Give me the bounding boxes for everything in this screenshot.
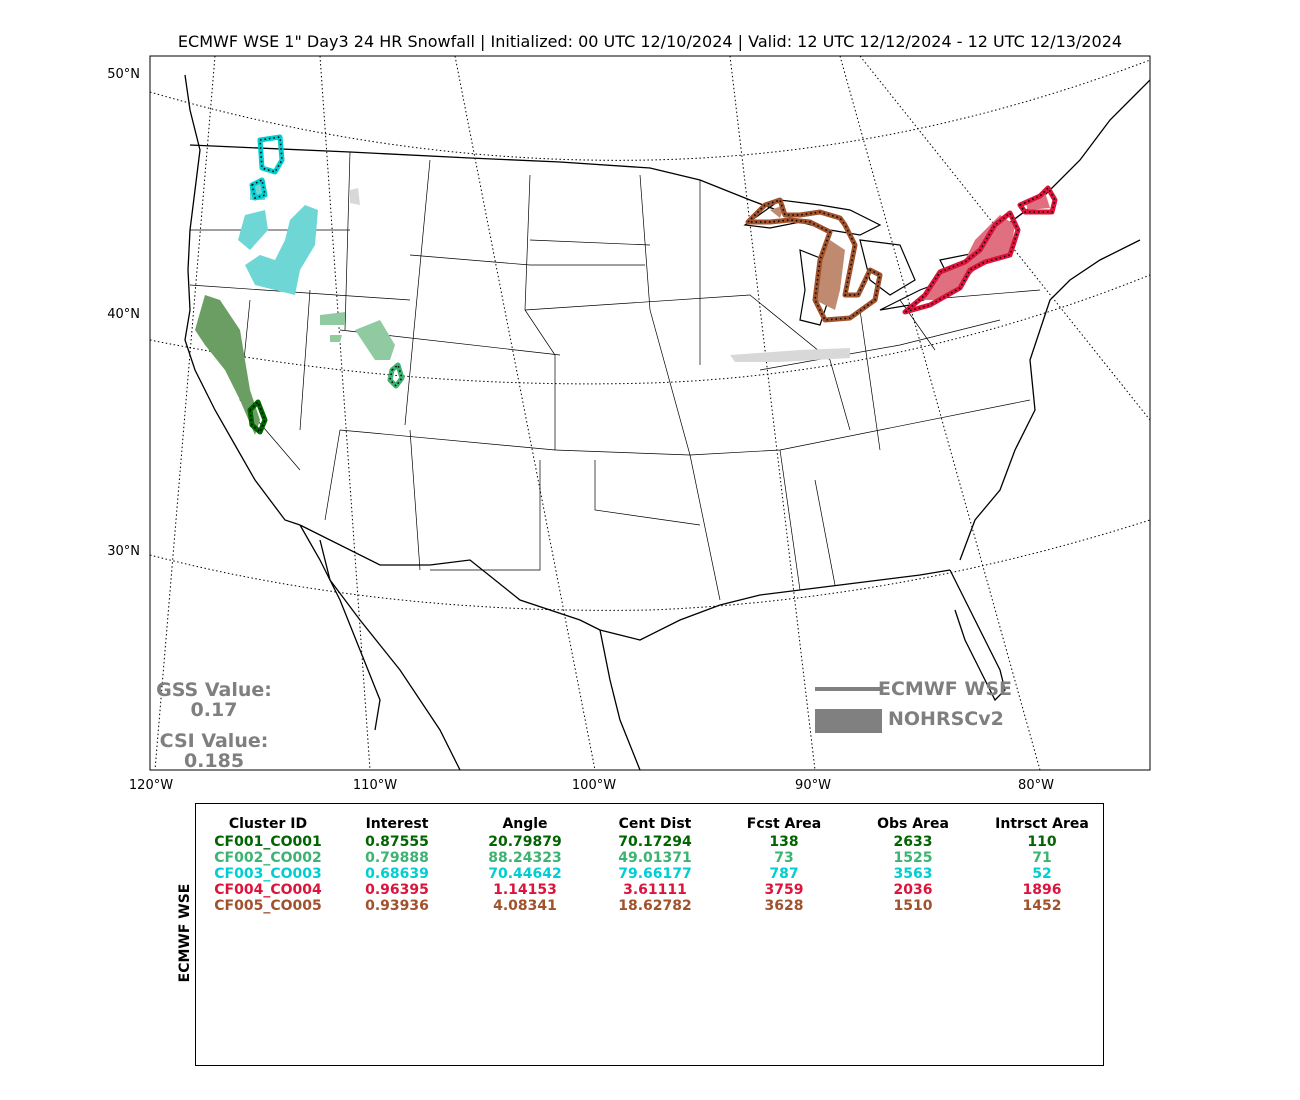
us-canada-border: [189, 144, 791, 216]
table-cell-fcst-area: 138: [769, 834, 799, 850]
table-cell-interest: 0.96395: [365, 882, 429, 898]
csi-label: CSI Value:: [159, 730, 269, 752]
table-cell-intrsct-area: 52: [1032, 866, 1052, 882]
meridian-100w: [454, 56, 596, 770]
table-cell-obs-area: 1525: [893, 850, 933, 866]
legend-area-label: NOHRSCv2: [888, 708, 1004, 730]
table-cell-interest: 0.93936: [365, 898, 429, 914]
lon-label-120w: 120°W: [128, 778, 174, 793]
coastlines-borders: [184, 74, 1150, 770]
table-cell-cent-dist: 79.66177: [618, 866, 692, 882]
table-cell-interest: 0.79888: [365, 850, 429, 866]
meridian-120w: [154, 56, 216, 770]
lon-label-90w: 90°W: [795, 778, 831, 793]
table-cell-interest: 0.68639: [365, 866, 429, 882]
table-cell-intrsct-area: 110: [1027, 834, 1057, 850]
csi-value: 0.185: [183, 750, 245, 772]
legend-line-label: ECMWF WSE: [878, 678, 1013, 700]
table-cell-angle: 1.14153: [493, 882, 557, 898]
table-header-cluster-id: Cluster ID: [228, 816, 308, 832]
table-cell-obs-area: 2036: [893, 882, 933, 898]
table-cell-intrsct-area: 71: [1032, 850, 1052, 866]
figure-title: ECMWF WSE 1" Day3 24 HR Snowfall | Initi…: [177, 32, 1123, 51]
table-header-cent-dist: Cent Dist: [618, 816, 692, 832]
state-lines: [189, 151, 1041, 601]
table-cell-cent-dist: 49.01371: [618, 850, 692, 866]
lake-huron: [859, 239, 916, 296]
meridian-110w: [319, 56, 371, 770]
obs-area-cf005: [770, 205, 845, 310]
table-cell-angle: 88.24323: [488, 850, 562, 866]
lat-label-30n: 30°N: [107, 544, 140, 559]
table-cell-cluster-id: CF005_CO005: [214, 898, 322, 914]
table-header-obs-area: Obs Area: [877, 816, 949, 832]
forecast-contours: [247, 134, 1058, 435]
table-cell-obs-area: 3563: [893, 866, 933, 882]
lat-label-40n: 40°N: [107, 307, 140, 322]
table-cell-cent-dist: 70.17294: [618, 834, 692, 850]
map-frame: [149, 55, 1151, 771]
meridian-90w: [729, 56, 816, 770]
meridian-80w: [839, 56, 1041, 770]
parallel-50n: [150, 59, 1150, 161]
forecast-contours-dots: [249, 136, 1056, 434]
florida: [949, 569, 1006, 702]
table-cell-cluster-id: CF002_CO002: [214, 850, 322, 866]
stats-table: Cluster ID Interest Angle Cent Dist Fcst…: [195, 803, 1104, 1066]
mexico-west-coast: [319, 539, 461, 770]
table-cell-fcst-area: 73: [774, 850, 794, 866]
mexico-border: [299, 524, 601, 631]
table-header-fcst-area: Fcst Area: [746, 816, 822, 832]
gss-value: 0.17: [190, 699, 238, 721]
table-header-angle: Angle: [502, 816, 548, 832]
table-cell-angle: 20.79879: [488, 834, 562, 850]
table-cell-cent-dist: 3.61111: [623, 882, 687, 898]
table-cell-obs-area: 1510: [893, 898, 933, 914]
table-header-intrsct-area: Intrsct Area: [995, 816, 1089, 832]
legend-area-swatch: [815, 709, 882, 733]
lon-label-110w: 110°W: [352, 778, 398, 793]
parallel-30n: [150, 519, 1150, 611]
table-side-label: ECMWF WSE: [177, 883, 193, 983]
mexico-east-coast: [599, 629, 641, 770]
table-cell-cluster-id: CF001_CO001: [214, 834, 322, 850]
lon-label-80w: 80°W: [1018, 778, 1054, 793]
lon-label-100w: 100°W: [571, 778, 617, 793]
parallel-40n: [150, 274, 1150, 385]
table-cell-cent-dist: 18.62782: [618, 898, 692, 914]
obs-area-cf003: [238, 180, 318, 295]
table-cell-cluster-id: CF003_CO003: [214, 866, 322, 882]
table-cell-fcst-area: 3628: [764, 898, 804, 914]
obs-area-cf001: [195, 295, 260, 435]
lat-label-50n: 50°N: [107, 67, 140, 82]
table-cell-angle: 70.44642: [488, 866, 562, 882]
obs-area-cf002: [320, 312, 395, 360]
table-cell-intrsct-area: 1452: [1022, 898, 1062, 914]
table-cell-interest: 0.87555: [365, 834, 429, 850]
table-cell-intrsct-area: 1896: [1022, 882, 1062, 898]
baja-california: [299, 524, 381, 731]
table-cell-obs-area: 2633: [893, 834, 933, 850]
table-cell-angle: 4.08341: [493, 898, 557, 914]
lake-superior: [743, 199, 882, 236]
gss-label: GSS Value:: [156, 679, 272, 701]
graticule: [150, 56, 1150, 770]
fcst-contour-cf005: [745, 197, 883, 323]
table-header-interest: Interest: [365, 816, 429, 832]
east-coast: [959, 239, 1141, 561]
table-cell-fcst-area: 3759: [764, 882, 804, 898]
gulf-coast: [599, 569, 951, 641]
table-cell-fcst-area: 787: [769, 866, 799, 882]
table-cell-cluster-id: CF004_CO004: [214, 882, 322, 898]
us-west-coast: [184, 74, 301, 526]
